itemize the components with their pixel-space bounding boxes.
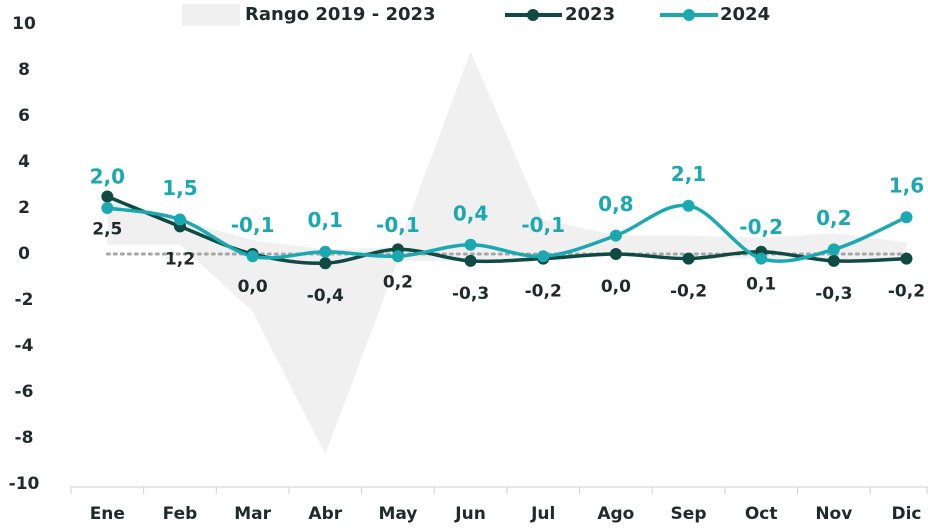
point bbox=[173, 213, 186, 226]
point bbox=[900, 211, 913, 224]
x-tick-label: Jun bbox=[454, 504, 486, 524]
x-tick-label: Dic bbox=[891, 504, 921, 524]
point bbox=[609, 248, 622, 260]
point bbox=[827, 243, 840, 256]
data-label: 0,1 bbox=[746, 275, 776, 295]
point bbox=[464, 238, 477, 251]
x-tick-label: Jul bbox=[530, 504, 555, 524]
y-tick-label: 10 bbox=[12, 14, 36, 34]
data-label: -0,2 bbox=[739, 215, 783, 239]
y-tick-label: -6 bbox=[15, 382, 34, 402]
data-label: -0,1 bbox=[231, 213, 275, 237]
y-tick-label: -8 bbox=[15, 428, 34, 448]
data-label: -0,4 bbox=[307, 286, 344, 306]
legend: Rango 2019 - 2023 2023 2024 bbox=[182, 4, 770, 26]
legend-swatch-range bbox=[182, 4, 240, 26]
data-label: -0,3 bbox=[815, 284, 852, 304]
y-tick-label: 2 bbox=[18, 198, 30, 218]
data-label: 0,8 bbox=[598, 192, 633, 216]
point bbox=[755, 252, 768, 265]
x-tick-label: Nov bbox=[815, 504, 852, 524]
data-label: -0,1 bbox=[376, 213, 420, 237]
y-tick-label: 0 bbox=[18, 244, 30, 264]
point bbox=[682, 199, 695, 212]
x-tick-label: Abr bbox=[308, 504, 342, 524]
line bbox=[106, 194, 907, 266]
point bbox=[246, 250, 259, 263]
data-label: 1,6 bbox=[889, 174, 924, 198]
data-label: 2,0 bbox=[90, 165, 125, 189]
data-label: -0,1 bbox=[521, 213, 565, 237]
data-label: 0,2 bbox=[816, 206, 851, 230]
point bbox=[609, 229, 622, 242]
point bbox=[391, 250, 404, 263]
point bbox=[537, 250, 550, 263]
legend-label: 2023 bbox=[565, 4, 615, 25]
point bbox=[101, 202, 114, 214]
data-label: 0,1 bbox=[308, 208, 343, 232]
data-label: -0,2 bbox=[525, 282, 562, 302]
legend-label: 2024 bbox=[720, 4, 770, 25]
data-label: 2,1 bbox=[671, 162, 706, 186]
legend-marker bbox=[683, 9, 695, 21]
data-label: 0,0 bbox=[601, 277, 631, 297]
data-label: -0,2 bbox=[670, 282, 707, 302]
data-label: 0,2 bbox=[383, 272, 413, 292]
data-label: -0,2 bbox=[888, 282, 925, 302]
point bbox=[682, 252, 695, 265]
x-tick-label: Ene bbox=[90, 504, 125, 524]
x-tick-label: May bbox=[378, 504, 417, 524]
legend-marker bbox=[527, 9, 539, 21]
data-label: 0,4 bbox=[453, 201, 488, 225]
point bbox=[319, 257, 332, 270]
data-label: 0,0 bbox=[238, 277, 268, 297]
y-tick-label: -4 bbox=[15, 336, 34, 356]
x-tick-label: Ago bbox=[597, 504, 634, 524]
y-tick-label: 4 bbox=[18, 152, 30, 172]
x-tick-label: Feb bbox=[163, 504, 198, 524]
data-label: 2,5 bbox=[92, 220, 122, 240]
x-tick-label: Sep bbox=[671, 504, 707, 524]
data-label: 1,5 bbox=[162, 176, 197, 200]
point bbox=[464, 254, 477, 267]
point bbox=[827, 254, 840, 267]
data-label: 1,2 bbox=[165, 249, 195, 269]
y-tick-label: 6 bbox=[18, 106, 30, 126]
point bbox=[101, 190, 114, 203]
x-tick-label: Mar bbox=[234, 504, 271, 524]
y-tick-label: -10 bbox=[9, 474, 40, 494]
y-tick-label: -2 bbox=[15, 290, 34, 310]
y-tick-label: 8 bbox=[18, 60, 30, 80]
x-tick-label: Oct bbox=[745, 504, 778, 524]
point bbox=[319, 245, 332, 258]
data-label: -0,3 bbox=[452, 284, 489, 304]
point bbox=[900, 252, 913, 265]
legend-label: Rango 2019 - 2023 bbox=[245, 4, 436, 25]
